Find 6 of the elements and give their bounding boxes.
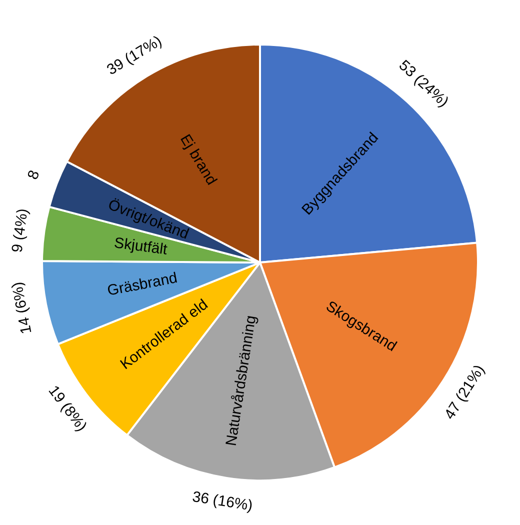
data-label: 36 (16%)	[191, 488, 254, 514]
data-label: 14 (6%)	[8, 280, 36, 336]
data-label: 8	[24, 168, 44, 182]
slice-label: Gräsbrand	[106, 269, 179, 300]
slice-label: Skjutfält	[113, 234, 170, 258]
data-label: 9 (4%)	[8, 208, 32, 254]
